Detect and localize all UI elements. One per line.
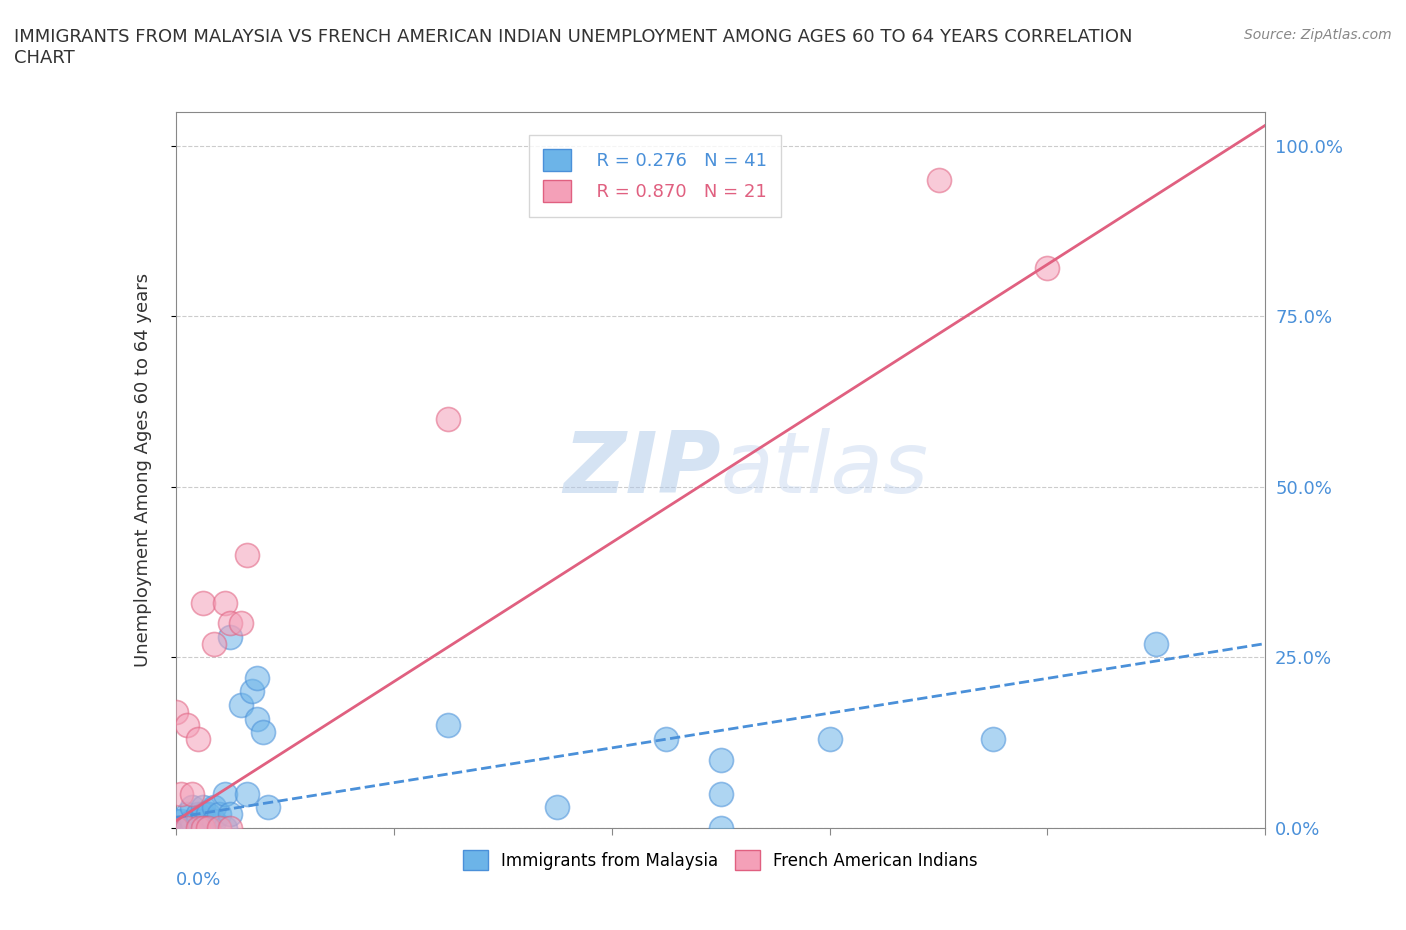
Point <box>181 820 204 835</box>
Point <box>981 732 1004 747</box>
Point <box>214 820 236 835</box>
Text: IMMIGRANTS FROM MALAYSIA VS FRENCH AMERICAN INDIAN UNEMPLOYMENT AMONG AGES 60 TO: IMMIGRANTS FROM MALAYSIA VS FRENCH AMERI… <box>14 28 1133 67</box>
Point <box>1036 261 1059 276</box>
Point <box>219 806 242 821</box>
Point <box>202 814 225 829</box>
Point <box>231 616 253 631</box>
Point <box>186 820 209 835</box>
Text: Source: ZipAtlas.com: Source: ZipAtlas.com <box>1244 28 1392 42</box>
Point <box>235 786 257 801</box>
Point <box>170 820 193 835</box>
Point <box>197 806 219 821</box>
Point <box>246 671 269 685</box>
Point <box>202 636 225 651</box>
Point <box>191 820 214 835</box>
Point <box>202 800 225 815</box>
Point <box>219 616 242 631</box>
Point <box>710 786 733 801</box>
Point <box>437 718 460 733</box>
Point <box>235 548 257 563</box>
Point <box>546 800 568 815</box>
Legend: Immigrants from Malaysia, French American Indians: Immigrants from Malaysia, French America… <box>450 837 991 883</box>
Point <box>710 820 733 835</box>
Y-axis label: Unemployment Among Ages 60 to 64 years: Unemployment Among Ages 60 to 64 years <box>134 272 152 667</box>
Point <box>208 806 231 821</box>
Point <box>191 814 214 829</box>
Point <box>186 806 209 821</box>
Point <box>165 704 187 719</box>
Point <box>176 820 198 835</box>
Point <box>710 752 733 767</box>
Point <box>165 820 187 835</box>
Point <box>181 786 204 801</box>
Point <box>186 820 209 835</box>
Point <box>165 814 187 829</box>
Point <box>1144 636 1167 651</box>
Point <box>252 724 274 739</box>
Point <box>191 806 214 821</box>
Point <box>186 732 209 747</box>
Point <box>191 820 214 835</box>
Point <box>214 595 236 610</box>
Point <box>186 814 209 829</box>
Point <box>191 595 214 610</box>
Point <box>214 786 236 801</box>
Point <box>165 820 187 835</box>
Point <box>176 806 198 821</box>
Point <box>191 800 214 815</box>
Point <box>170 814 193 829</box>
Point <box>231 698 253 712</box>
Text: 0.0%: 0.0% <box>176 870 221 889</box>
Point <box>818 732 841 747</box>
Point <box>208 820 231 835</box>
Point <box>928 172 950 187</box>
Point <box>181 814 204 829</box>
Point <box>181 800 204 815</box>
Text: ZIP: ZIP <box>562 428 721 512</box>
Point <box>655 732 678 747</box>
Point <box>197 820 219 835</box>
Point <box>197 820 219 835</box>
Point <box>219 820 242 835</box>
Point <box>176 820 198 835</box>
Point <box>437 411 460 426</box>
Point <box>219 630 242 644</box>
Text: atlas: atlas <box>721 428 928 512</box>
Point <box>257 800 280 815</box>
Point <box>246 711 269 726</box>
Point <box>170 786 193 801</box>
Point <box>240 684 263 698</box>
Point <box>176 718 198 733</box>
